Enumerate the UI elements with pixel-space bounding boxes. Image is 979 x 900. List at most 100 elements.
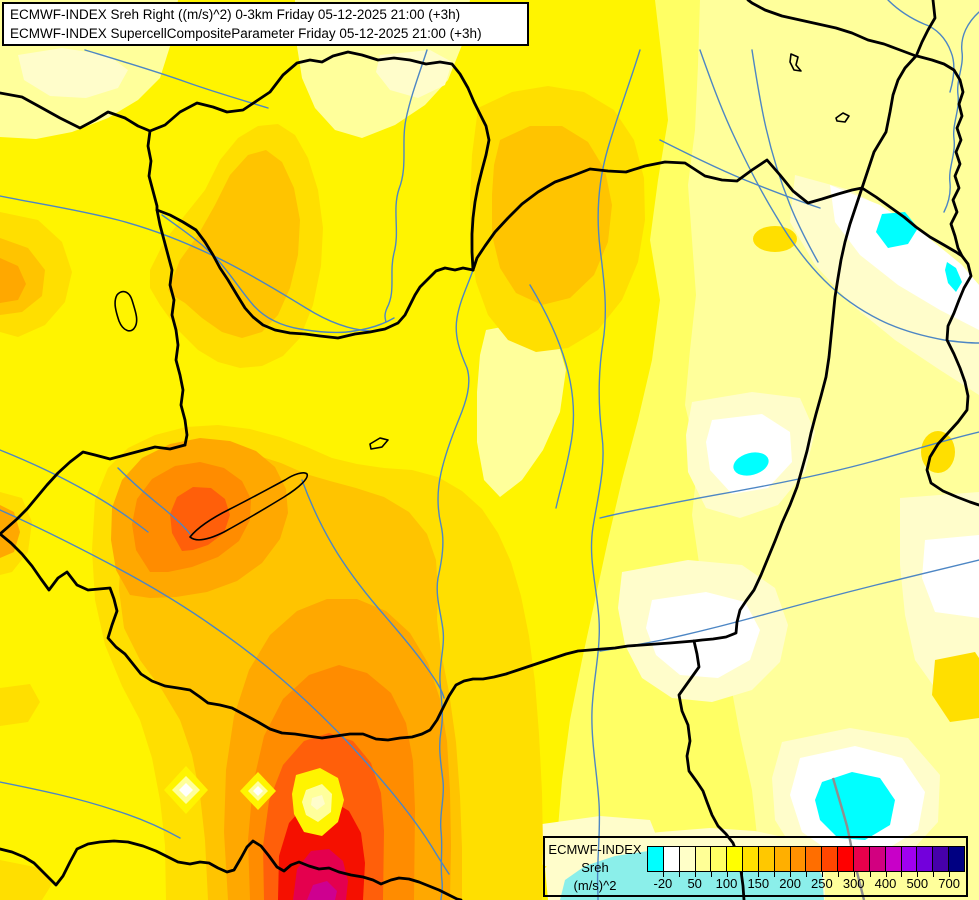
road-line [831,777,866,900]
legend-tick-mark [758,872,760,877]
legend-swatch [648,847,663,871]
bright-spot-core-3 [311,795,325,810]
legend-swatch [742,847,758,871]
border-north-diagonal [148,50,491,272]
river-vah [384,49,428,323]
contour-crimson-south-max [293,849,348,900]
cyan-anomaly-center [733,452,769,476]
legend-swatch [726,847,743,871]
contour-deeporange-west-edge-mid [0,505,20,558]
legend-tick-label: 500 [906,876,929,891]
border-danube-section [155,208,475,340]
river-koros [599,431,979,519]
legend-tick-mark [933,872,935,877]
river-northwest [84,49,269,109]
border-south [0,532,696,742]
legend-swatch [932,847,949,871]
contour-white-east-edge [922,535,979,618]
legend-tick-mark [869,872,871,877]
contour-white-band-northeast [830,185,979,330]
legend-color-bar [647,846,965,872]
contour-verypale-band-northeast [790,175,979,395]
legend-label-line-2: Sreh [581,860,609,875]
border-bottom [0,839,463,900]
legend-tick-label: 150 [747,876,770,891]
legend-tick-label: 400 [874,876,897,891]
legend-tick-label: 50 [687,876,702,891]
lake-ferto-outline [114,290,138,332]
legend-tick-mark [710,872,712,877]
legend-tick-label: 250 [811,876,833,891]
legend-swatch [805,847,822,871]
legend-swatch [884,847,901,871]
legend-tick-mark [806,872,807,877]
legend-tick-label: 200 [779,876,801,891]
contour-gold-southwest-corner [0,860,52,900]
river-hernad [751,49,819,263]
lake-small-northeast-outline [835,112,850,123]
river-east-corner [943,11,979,213]
legend-tick-mark [837,872,839,877]
legend-tick-mark [949,872,951,877]
legend-tick-label: -20 [653,876,673,891]
river-mura [0,449,149,533]
contour-gold-southwest [0,684,40,726]
border-west-vertical [146,129,189,447]
legend-tick-mark [774,872,776,877]
contour-white-south-center [646,592,760,678]
legend-tick-label: 300 [842,876,865,891]
legend-tick-mark [662,872,664,877]
river-zala [117,467,191,535]
border-east-descent [915,54,965,258]
legend-swatch [678,847,695,871]
river-mosoni-danube [161,214,395,334]
lake-small-north-outline [789,53,802,72]
legend-label-line-3: (m/s)^2 [573,878,617,893]
river-bodrog [699,49,979,344]
border-west-diagonal [0,443,187,536]
river-sio [301,479,445,699]
legend-swatch [868,847,885,871]
legend-tick-mark [917,872,919,877]
contour-deeporange-west-edge [0,258,26,303]
border-southeast-diagonal [692,186,864,643]
river-maros [599,559,979,652]
legend-tick-mark [742,872,744,877]
legend-tick-mark [678,872,680,877]
river-zagyva [529,284,575,509]
legend-tick-mark [885,872,887,877]
contour-orangered-balaton-hotspot [170,487,230,551]
legend-swatch [757,847,774,871]
legend-tick-mark [853,872,855,877]
contour-orange-north-blob-west [168,150,300,338]
title-line-1: ECMWF-INDEX Sreh Right ((m/s)^2) 0-3km F… [10,7,461,22]
legend-swatch [916,847,933,871]
river-southwest [0,781,181,839]
river-danube [436,269,474,900]
legend-label-line-1: ECMWF-INDEX [548,842,642,857]
legend-swatch [710,847,727,871]
legend-tick-label: 100 [715,876,738,891]
border-northwest [0,91,152,133]
title-box: ECMWF-INDEX Sreh Right ((m/s)^2) 0-3km F… [2,2,529,46]
title-line-2: ECMWF-INDEX SupercellCompositeParameter … [10,26,482,41]
river-sajo [659,139,821,209]
legend-box: ECMWF-INDEX Sreh (m/s)^2 -20 50 100 150 200 2… [543,836,968,897]
border-ne-tripoint [860,54,918,190]
lakes [114,53,850,541]
legend-tick-label: 700 [938,876,960,891]
river-tisza [590,49,641,900]
bright-spot-core-1 [179,783,193,797]
border-east [860,186,979,507]
legend-label: ECMWF-INDEX Sreh (m/s)^2 [545,841,645,895]
contour-pale-center [477,322,566,497]
border-top-corner [915,0,937,56]
lake-balaton-outline [189,472,309,541]
legend-swatch [852,847,869,871]
contour-verypale-northwest [18,48,128,98]
legend-swatch [662,847,679,871]
contour-gold-southeast-corner [932,652,979,722]
